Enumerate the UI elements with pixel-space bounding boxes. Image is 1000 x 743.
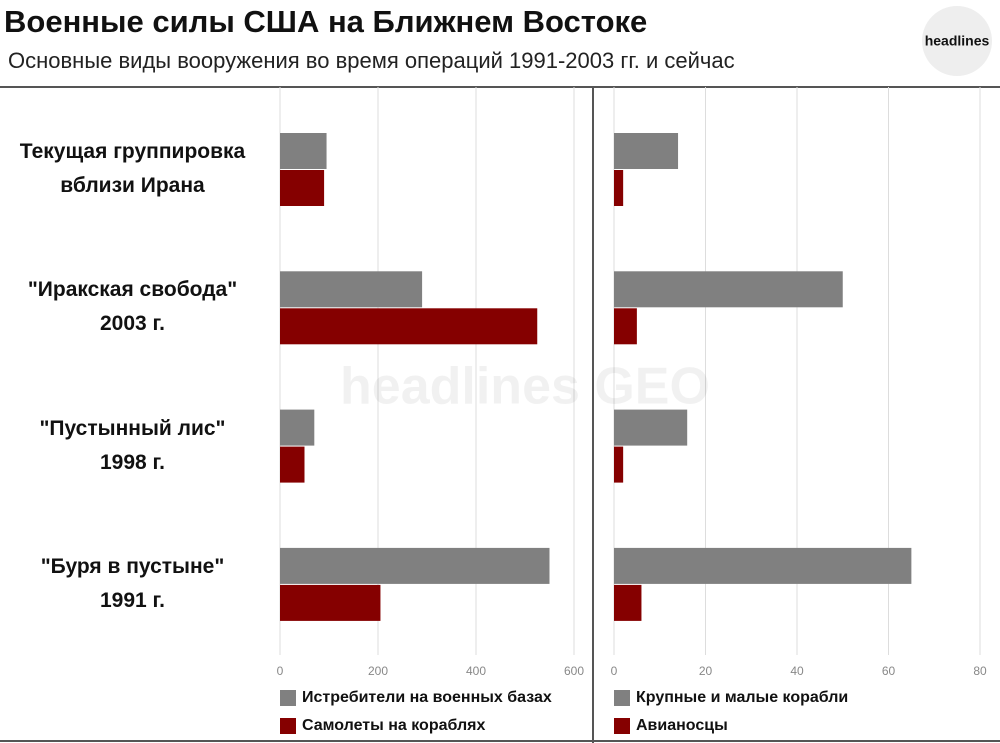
x-tick-label: 0 [277, 664, 284, 678]
bar [614, 547, 912, 584]
title: Военные силы США на Ближнем Востоке [4, 4, 647, 39]
bar [614, 308, 637, 345]
logo: headlines [925, 33, 990, 49]
category-label: Текущая группировка вблизи Ирана [19, 140, 246, 197]
bar [614, 409, 688, 446]
legend-label: Авианосцы [636, 717, 728, 734]
x-tick-label: 80 [973, 664, 987, 678]
legend-label: Самолеты на кораблях [302, 717, 485, 734]
bar [280, 547, 550, 584]
category-label: "Пустынный лис" 1998 г. [39, 416, 226, 474]
legend-label: Истребители на военных базах [302, 689, 552, 706]
x-tick-label: 200 [368, 664, 388, 678]
bar [280, 170, 325, 206]
legend-swatch [280, 690, 296, 706]
bar [280, 446, 305, 483]
x-tick-label: 60 [882, 664, 896, 678]
x-tick-label: 600 [564, 664, 584, 678]
bar [280, 409, 315, 446]
legend-label: Крупные и малые корабли [636, 689, 848, 706]
bar [614, 446, 624, 483]
category-label: "Буря в пустыне" 1991 г. [40, 554, 225, 612]
bar [614, 170, 624, 206]
bar [614, 133, 679, 169]
bar [280, 271, 423, 308]
category-label: "Иракская свобода" 2003 г. [27, 278, 238, 336]
legend-swatch [280, 718, 296, 734]
bar [280, 133, 327, 169]
x-tick-label: 20 [699, 664, 713, 678]
watermark: headlines GEO [340, 358, 710, 416]
bar [280, 308, 538, 345]
bar [614, 584, 642, 621]
legend-swatch [614, 718, 630, 734]
x-tick-label: 0 [611, 664, 618, 678]
subtitle: Основные виды вооружения во время операц… [8, 48, 735, 73]
x-tick-label: 400 [466, 664, 486, 678]
legend-swatch [614, 690, 630, 706]
bar [280, 584, 381, 621]
bar [614, 271, 843, 308]
logo-circle [922, 6, 992, 76]
x-tick-label: 40 [790, 664, 804, 678]
